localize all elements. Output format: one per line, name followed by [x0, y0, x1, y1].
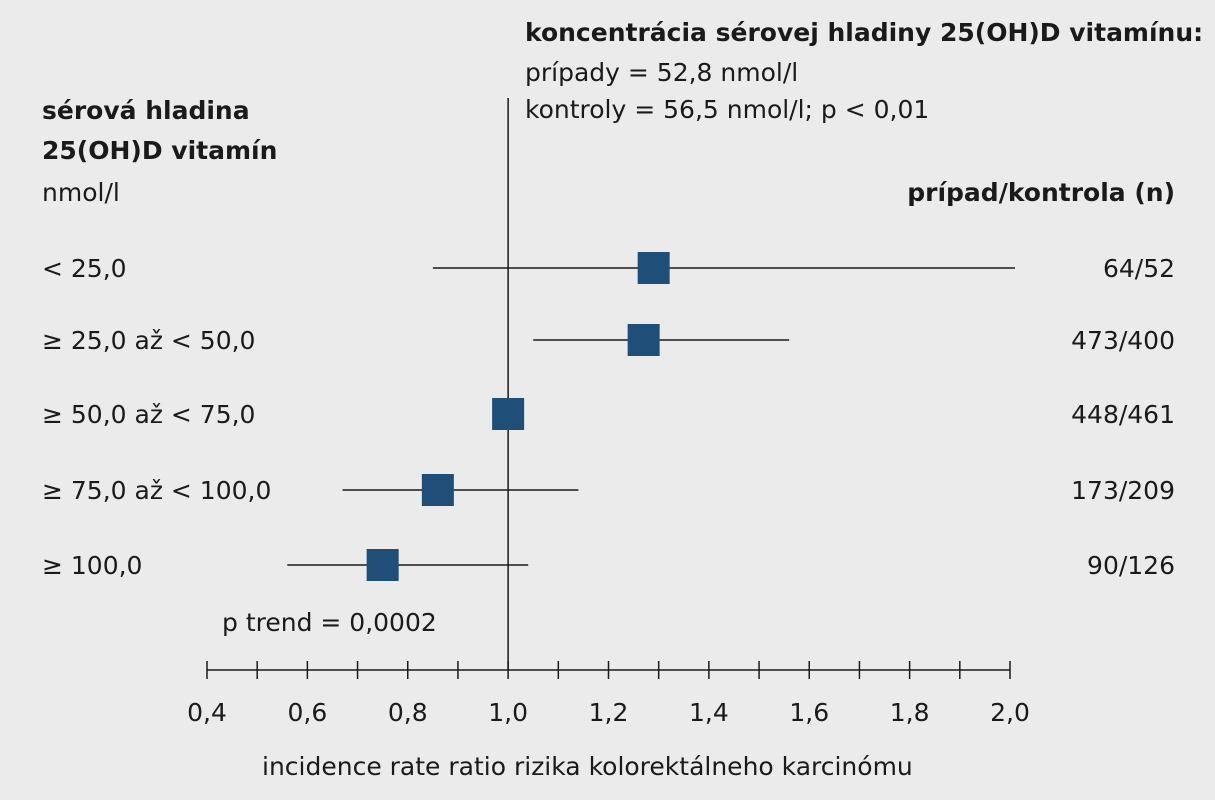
category-label: ≥ 50,0 až < 75,0	[42, 400, 255, 429]
left-header-line1: sérová hladina	[42, 96, 250, 125]
x-axis-label: incidence rate ratio rizika kolorektálne…	[262, 752, 913, 781]
category-label: ≥ 75,0 až < 100,0	[42, 476, 271, 505]
count-label: 173/209	[1071, 476, 1175, 505]
x-tick-label: 0,8	[388, 698, 428, 727]
count-label: 90/126	[1087, 551, 1175, 580]
chart-title: koncentrácia sérovej hladiny 25(OH)D vit…	[525, 18, 1204, 47]
x-tick-label: 1,6	[789, 698, 829, 727]
x-tick-label: 1,4	[689, 698, 729, 727]
estimate-marker	[492, 398, 525, 430]
x-tick-label: 0,4	[187, 698, 227, 727]
count-label: 64/52	[1103, 254, 1175, 283]
x-tick-label: 2,0	[990, 698, 1030, 727]
x-tick-label: 1,8	[890, 698, 930, 727]
left-header-line2: 25(OH)D vitamín	[42, 136, 278, 165]
estimate-marker	[637, 252, 670, 284]
p-trend-annotation: p trend = 0,0002	[222, 608, 437, 637]
category-label: ≥ 100,0	[42, 551, 142, 580]
estimate-marker	[421, 474, 454, 506]
right-header: prípad/kontrola (n)	[907, 178, 1175, 207]
category-label: ≥ 25,0 až < 50,0	[42, 326, 255, 355]
estimate-marker	[366, 549, 399, 581]
cases-concentration: prípady = 52,8 nmol/l	[525, 58, 799, 87]
left-header-unit: nmol/l	[42, 178, 120, 207]
x-tick-label: 1,2	[589, 698, 629, 727]
count-label: 448/461	[1071, 400, 1175, 429]
x-tick-label: 1,0	[488, 698, 528, 727]
count-label: 473/400	[1071, 326, 1175, 355]
estimate-marker	[627, 324, 660, 356]
x-tick-label: 0,6	[287, 698, 327, 727]
category-label: < 25,0	[42, 254, 127, 283]
controls-concentration: kontroly = 56,5 nmol/l; p < 0,01	[525, 95, 930, 124]
